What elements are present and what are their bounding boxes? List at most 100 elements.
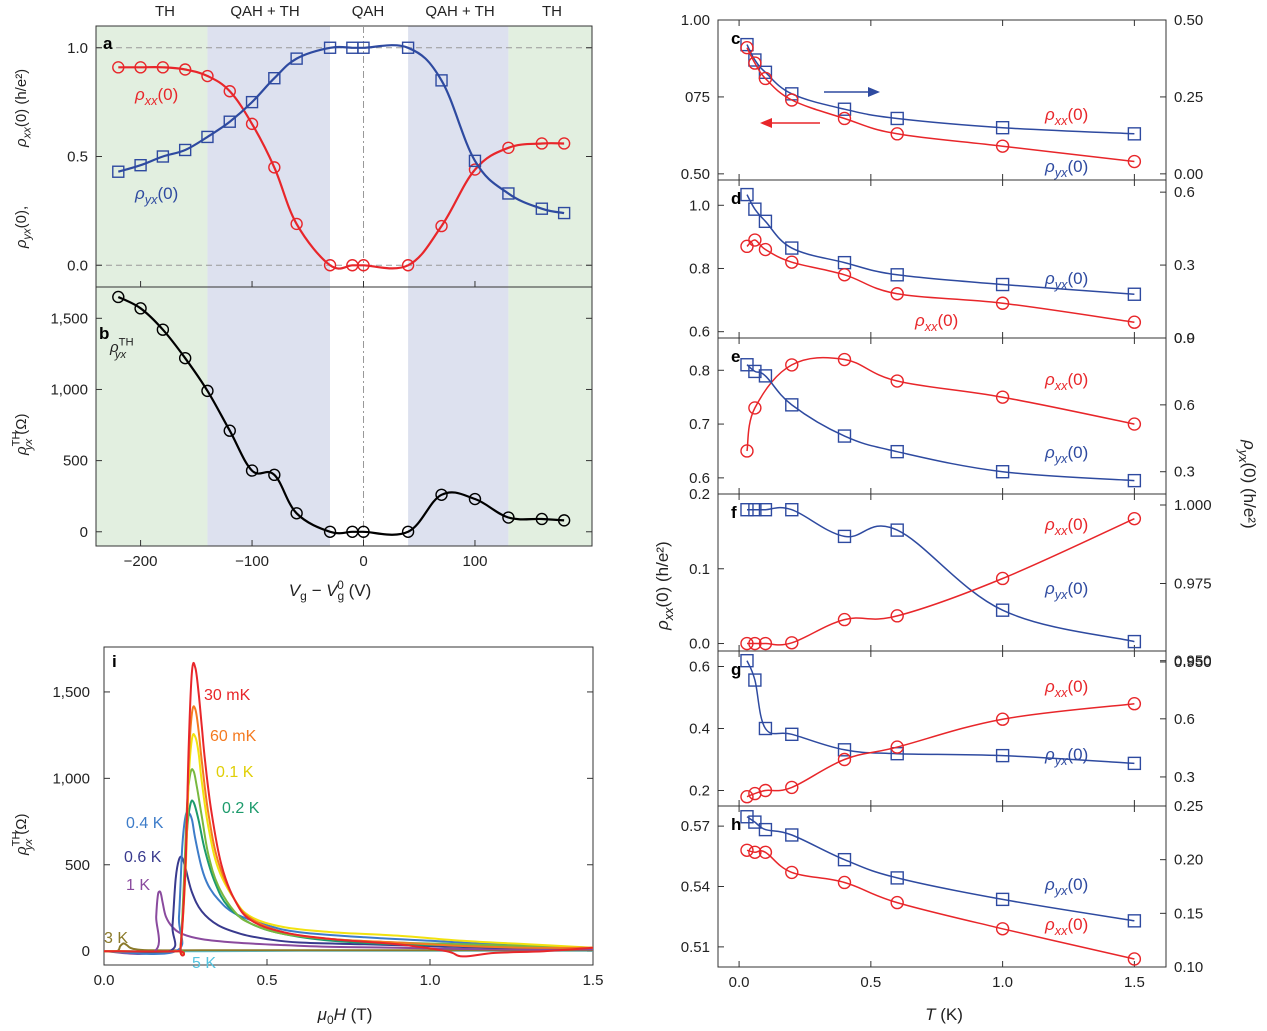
data-point xyxy=(1127,952,1142,966)
data-point xyxy=(357,525,370,538)
panel-f: 0.0 0.1 0.2 0.950 0.975 1.000 f ρxx(0) ρyx(0) xyxy=(689,486,1211,671)
data-point xyxy=(156,323,170,336)
panel-label: g xyxy=(731,660,741,679)
data-point xyxy=(112,61,125,74)
data-point xyxy=(837,352,852,367)
region-label: QAH + TH xyxy=(230,3,299,20)
series-line-1 xyxy=(746,849,1135,960)
data-point xyxy=(837,852,852,867)
data-point xyxy=(837,875,852,890)
data-point xyxy=(785,865,799,880)
series-label: ρyx(0) xyxy=(1044,157,1088,180)
xtick-label: 0.5 xyxy=(860,974,881,991)
data-point xyxy=(1127,756,1142,771)
ytick-label-left: 0.8 xyxy=(689,260,710,277)
panel-label: i xyxy=(112,652,117,671)
data-point xyxy=(201,130,214,144)
data-point xyxy=(740,187,754,202)
series-label: ρxx(0) xyxy=(1044,677,1088,700)
data-point xyxy=(758,822,773,837)
data-point xyxy=(837,752,852,767)
ytick-label-right: 0.25 xyxy=(1174,89,1203,106)
ytick-label-right: 0.6 xyxy=(1174,397,1195,414)
data-point xyxy=(268,161,281,174)
data-point xyxy=(748,815,762,829)
annotation-rhoyxTH: ρTH yx xyxy=(109,336,134,361)
data-point xyxy=(785,636,799,650)
data-point xyxy=(1127,914,1142,928)
ylabel-i: ρTHyx (Ω) xyxy=(10,814,35,856)
data-point xyxy=(156,150,170,163)
data-point xyxy=(995,277,1010,292)
ytick-label-right: 0.6 xyxy=(1174,711,1195,728)
series-line-1 xyxy=(118,44,565,215)
data-point xyxy=(890,268,904,282)
data-point xyxy=(837,268,852,282)
series-line-0 xyxy=(746,660,1135,765)
curve-label: 1 K xyxy=(126,877,150,894)
data-point xyxy=(758,71,773,86)
data-point xyxy=(134,302,147,315)
data-point xyxy=(435,488,448,501)
data-point xyxy=(290,217,303,231)
xtick-label: 1.0 xyxy=(992,974,1013,991)
data-point xyxy=(323,41,337,54)
ytick-label-left: 1.0 xyxy=(689,197,710,214)
data-point xyxy=(995,603,1010,617)
data-point xyxy=(740,503,754,517)
ytick-label-right: 0.0 xyxy=(1174,330,1195,347)
ytick-label: 1,000 xyxy=(50,381,88,398)
data-point xyxy=(890,127,904,141)
data-point xyxy=(758,503,773,517)
ylabel-text: ρyx(0), xyxy=(13,206,34,249)
ytick-label-left: 0.1 xyxy=(689,561,710,578)
data-point xyxy=(1127,417,1142,431)
xlabel-i: μ0H (T) xyxy=(317,1005,373,1027)
data-point xyxy=(758,214,773,229)
ytick-label: 1.0 xyxy=(67,40,88,57)
data-point xyxy=(995,465,1010,479)
series-line-0 xyxy=(746,194,1135,295)
data-point xyxy=(268,71,281,85)
curve-30-mK xyxy=(103,661,594,958)
panel-e: 0.6 0.7 0.8 0.3 0.6 0.9 e ρxx(0) ρyx(0) xyxy=(689,330,1195,495)
data-point xyxy=(758,242,773,257)
data-point xyxy=(178,351,192,365)
ylabel-text: ρTHyx (Ω) xyxy=(10,814,35,856)
data-point xyxy=(740,843,754,857)
ytick-label-left: 0.6 xyxy=(689,470,710,487)
ytick-label-left: 0.50 xyxy=(681,166,710,183)
data-point xyxy=(785,727,799,742)
data-point xyxy=(401,259,415,272)
data-point xyxy=(785,93,799,107)
ytick-label: 1,000 xyxy=(52,770,90,787)
region-3 xyxy=(408,26,509,546)
data-point xyxy=(223,424,236,437)
series-label: ρxx(0) xyxy=(914,311,958,334)
data-point xyxy=(758,845,773,859)
data-point xyxy=(740,40,754,55)
panel-label: a xyxy=(103,34,113,53)
ytick-label-right: 0.975 xyxy=(1174,575,1212,592)
data-point xyxy=(890,374,904,388)
panel-a: TH QAH + TH QAH QAH + TH TH 0.0 0.5 1.0 a ρyx(0),… xyxy=(13,3,593,546)
series-line-0 xyxy=(746,816,1135,922)
ytick-label-right: 0.950 xyxy=(1174,654,1212,671)
data-point xyxy=(995,748,1010,763)
data-point xyxy=(758,636,773,651)
ytick-label-left: 0.2 xyxy=(689,783,710,800)
ytick-label: 0 xyxy=(82,943,90,960)
region-label: TH xyxy=(542,3,562,20)
series-label-rhoxx: ρxx(0) xyxy=(134,85,178,108)
series-label: ρxx(0) xyxy=(1044,105,1088,128)
ylabel-text: ρTHyx (Ω) xyxy=(10,414,35,456)
data-point xyxy=(557,514,571,527)
panel-c: 0.50 075 1.00 0.00 0.25 0.50 c ρxx(0) ρyx(0) xyxy=(681,12,1203,183)
data-point xyxy=(890,287,904,301)
ytick-label-right: 0.6 xyxy=(1174,184,1195,201)
panel-f-frame xyxy=(717,493,1167,652)
series-line-0 xyxy=(747,506,1135,643)
ytick-label-right: 0.00 xyxy=(1174,166,1203,183)
panel-g: 0.2 0.4 0.6 0.3 0.6 0.950 g ρxx(0) ρyx(0) xyxy=(689,650,1212,807)
